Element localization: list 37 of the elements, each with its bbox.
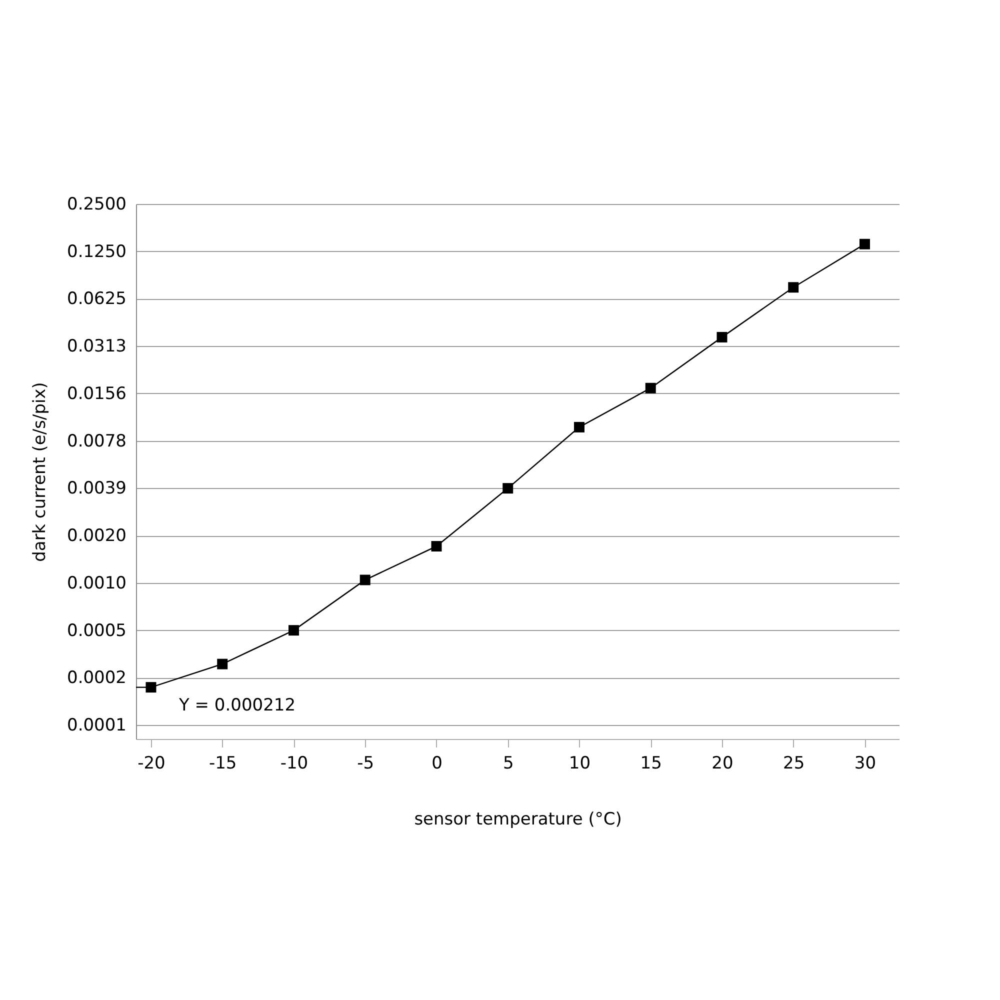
x-tick-label: -15 <box>208 754 237 774</box>
y-axis-title: dark current (e/s/pix) <box>30 382 50 562</box>
y-tick-label: 0.0625 <box>67 289 126 310</box>
point <box>645 382 656 394</box>
annotation: Y = 0.000212 <box>178 695 296 716</box>
x-tick-label: 15 <box>640 754 662 774</box>
point <box>431 541 442 552</box>
point <box>788 282 799 293</box>
x-tick-label: 5 <box>502 754 514 774</box>
point <box>288 625 299 636</box>
point <box>502 483 514 494</box>
point <box>716 332 728 342</box>
x-tick-label: 10 <box>568 754 591 774</box>
x-tick-label: 20 <box>712 754 734 774</box>
y-tick-label: 0.0039 <box>67 478 126 499</box>
y-tick-label: 0.0078 <box>67 431 126 452</box>
x-tick-label: 0 <box>432 754 442 774</box>
y-tick-label: 0.1250 <box>67 242 126 262</box>
x-tick-label: 25 <box>783 754 805 774</box>
point <box>146 682 156 693</box>
y-tick-label: 0.0156 <box>67 384 126 404</box>
point <box>217 658 228 670</box>
point <box>859 238 870 250</box>
y-tick-label: 0.0001 <box>67 716 126 736</box>
x-tick-label: -20 <box>138 754 166 774</box>
x-tick-label: 30 <box>854 754 876 774</box>
point <box>574 422 584 432</box>
y-tick-label: 0.0020 <box>67 526 126 546</box>
y-tick-label: 0.0005 <box>67 620 126 641</box>
point <box>360 574 370 586</box>
y-tick-label: 0.0313 <box>67 336 126 357</box>
x-tick-label: -10 <box>280 754 308 774</box>
y-tick-label: 0.0002 <box>67 668 126 688</box>
x-axis-title: sensor temperature (°C) <box>414 810 622 830</box>
y-tick-label: 0.0010 <box>67 573 126 594</box>
x-tick-label: -5 <box>357 754 374 774</box>
y-tick-label: 0.2500 <box>67 194 126 214</box>
